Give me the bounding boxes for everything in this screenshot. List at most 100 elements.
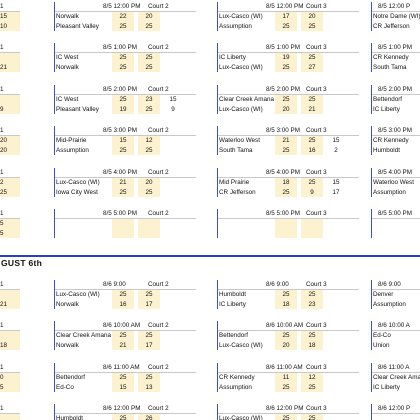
- match-header: 1: [0, 363, 20, 373]
- court-label: Court 3: [306, 169, 327, 176]
- score-cell: 21: [0, 299, 20, 309]
- set-score: 15: [112, 136, 134, 146]
- match-header: 1: [0, 404, 20, 414]
- match-header: 8/5 5:00 PM Court 2: [55, 209, 196, 219]
- match-card[interactable]: 8/5 1:00 PM CR Kennedy South Tama: [371, 43, 420, 72]
- match-time: 8/6 12:00 PM: [266, 405, 304, 412]
- match-header: 8/5 1:00 PM Court 3: [218, 43, 359, 53]
- match-card[interactable]: 8/6 11:00 AM Court 3 CR Kennedy 11 12 Assumpt…: [217, 363, 359, 392]
- team-row: Denver: [372, 290, 420, 300]
- team-name: Lux-Casco (WI): [219, 415, 263, 420]
- match-card[interactable]: 8/5 4:00 PM Waterloo West Assumption: [371, 168, 420, 197]
- match-card[interactable]: 8/6 9:00 Court 2 Lux-Casco (WI) 25 25 Norwalk…: [54, 280, 196, 309]
- match-card[interactable]: 8/5 3:00 PM Court 2 Mid-Prairie 15 12 Assumpt…: [54, 126, 196, 155]
- match-card[interactable]: 8/5 3:00 PM Court 3 Waterloo West 21 25 15 Sou…: [217, 126, 359, 155]
- set-score: 21: [112, 178, 134, 188]
- set-score: 15: [169, 96, 177, 103]
- match-card[interactable]: 8/5 2:00 PM Bettendorf IC Liberty: [371, 85, 420, 114]
- match-card[interactable]: 8/6 9:00 Court 3 Humboldt 25 25 IC Liberty 18 2…: [217, 280, 359, 309]
- match-card[interactable]: 8/5 5:00 PM Court 2: [54, 209, 196, 238]
- set-score: 18: [301, 340, 323, 350]
- match-card[interactable]: 8/6 11:00 AM Court 2 Bettendorf 25 25 Ed-Co 15…: [54, 363, 196, 392]
- match-header: 8/6 12:00 P: [372, 404, 420, 414]
- match-time: 8/5 3:00 PM: [266, 127, 300, 134]
- match-card[interactable]: 8/5 1:00 PM Court 3 IC Liberty 19 25 Lux-Casc…: [217, 43, 359, 72]
- team-name: Iowa City West: [56, 188, 98, 196]
- set-score: 19: [275, 53, 297, 63]
- team-row: Norwalk 21 17: [55, 340, 196, 350]
- score-cell: [0, 414, 20, 420]
- set-score: 25: [112, 95, 134, 105]
- match-card[interactable]: 8/6 11:00 A Clear Creek Ama IC Liberty: [371, 363, 420, 392]
- team-name: Bettendorf: [373, 96, 403, 103]
- score-cell: 25: [0, 187, 20, 197]
- match-header: 1: [0, 168, 20, 178]
- match-time: 8/5 5:00 PM: [266, 210, 300, 217]
- team-row: Norwalk 22 20: [55, 12, 196, 22]
- set-score: 17: [332, 188, 340, 196]
- match-card[interactable]: 8/5 1:00 PM Court 2 IC West 25 25 Norwalk 25 25: [54, 43, 196, 72]
- set-score: 9: [301, 187, 323, 197]
- match-header: 8/6 11:00 A: [372, 363, 420, 373]
- set-score: [162, 331, 184, 341]
- match-time: 8/5 5:00 PM: [378, 210, 412, 217]
- match-card[interactable]: 8/6 9:00 Denver Assumption: [371, 280, 420, 309]
- set-score: 25: [138, 290, 160, 300]
- match-card[interactable]: 8/5 12:00 PM Court 2 Norwalk 22 20 Pleasant V…: [54, 2, 196, 31]
- set-score: 25: [301, 21, 323, 31]
- set-score: 25: [112, 373, 134, 383]
- match-card[interactable]: 8/5 5:00 PM Court 3: [217, 209, 359, 238]
- team-row: CR Kennedy 11 12: [218, 373, 359, 383]
- team-row: IC West 25 23 15: [55, 95, 196, 105]
- team-name: Humboldt: [56, 415, 83, 420]
- set-score: [301, 228, 323, 238]
- match-card[interactable]: 8/5 3:00 PM CR Kennedy Humboldt: [371, 126, 420, 155]
- team-name: Assumption: [373, 300, 406, 308]
- team-row: CR Kennedy: [372, 136, 420, 146]
- team-name: Clear Creek Ama: [373, 374, 420, 381]
- match-card[interactable]: 8/5 12:00 P Notre Dame (WI) CR Jefferson: [371, 2, 420, 31]
- team-row: Union: [372, 341, 420, 351]
- set-score: [325, 229, 347, 239]
- match-card[interactable]: 8/6 10:00 AM Court 3 Bettendorf 25 25 Lux-Cas…: [217, 321, 359, 350]
- match-header: 8/6 9:00 Court 2: [55, 280, 196, 290]
- match-card[interactable]: 8/6 12:00 P: [371, 404, 420, 420]
- set-score: [162, 290, 184, 300]
- team-row: Humboldt: [372, 146, 420, 156]
- set-score: 25: [275, 187, 297, 197]
- match-header: 8/6 12:00 PM Court 3: [218, 404, 359, 414]
- match-card[interactable]: 8/6 12:00 PM Court 3 Lux-Casco (WI) 25 25: [217, 404, 359, 420]
- court-label: Court 2: [148, 364, 169, 371]
- team-name: Pleasant Valley: [56, 105, 99, 113]
- match-card[interactable]: 8/6 10:00 AM Court 2 Clear Creek Amana 25 25…: [54, 321, 196, 350]
- match-card[interactable]: 8/6 12:00 PM Court 2 Humboldt 25 26: [54, 404, 196, 420]
- team-name: Ed-Co: [373, 332, 391, 339]
- team-row: Assumption 25 25: [55, 145, 196, 155]
- set-score: [325, 373, 347, 383]
- match-card[interactable]: 8/5 12:00 PM Court 3 Lux-Casco (WI) 17 20 Ass…: [217, 2, 359, 31]
- set-score: 20: [138, 178, 160, 188]
- set-score: [138, 228, 160, 238]
- set-score: 25: [275, 331, 297, 341]
- match-header: 8/6 11:00 AM Court 3: [218, 363, 359, 373]
- match-card[interactable]: 8/5 2:00 PM Court 3 Clear Creek Amana 25 25 L…: [217, 85, 359, 114]
- match-header: 8/5 3:00 PM Court 3: [218, 126, 359, 136]
- match-time: 8/5 3:00 PM: [378, 127, 412, 134]
- match-header: 8/5 12:00 P: [372, 2, 420, 12]
- court-label: Court 3: [306, 322, 327, 329]
- set-score: 20: [275, 340, 297, 350]
- match-time: 8/5 12:00 PM: [103, 3, 141, 10]
- match-card[interactable]: 8/5 4:00 PM Court 2 Lux-Casco (WI) 21 20 Iowa…: [54, 168, 196, 197]
- team-name: Waterloo West: [373, 179, 414, 186]
- set-score: 25: [138, 62, 160, 72]
- team-name: CR Kennedy: [373, 54, 409, 61]
- set-score: 25: [275, 414, 297, 420]
- match-card[interactable]: 8/5 4:00 PM Court 3 Mid Prairie 18 25 15 CR Je…: [217, 168, 359, 197]
- match-card[interactable]: 8/6 10:00 A Ed-Co Union: [371, 321, 420, 350]
- set-score: 12: [301, 373, 323, 383]
- match-card[interactable]: 8/5 2:00 PM Court 2 IC West 25 23 15 Pleasant …: [54, 85, 196, 114]
- match-card[interactable]: 8/5 5:00 PM: [371, 209, 420, 238]
- match-time: 8/5 4:00 PM: [378, 169, 412, 176]
- team-row: Lux-Casco (WI) 25 25: [55, 290, 196, 300]
- match-time: 8/6 9:00: [378, 281, 401, 288]
